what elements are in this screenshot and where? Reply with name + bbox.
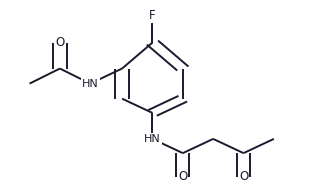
Text: O: O — [55, 36, 64, 49]
Text: O: O — [239, 170, 248, 183]
Text: O: O — [178, 170, 188, 183]
Text: F: F — [149, 9, 156, 22]
Text: HN: HN — [82, 79, 99, 89]
Text: HN: HN — [144, 134, 161, 144]
